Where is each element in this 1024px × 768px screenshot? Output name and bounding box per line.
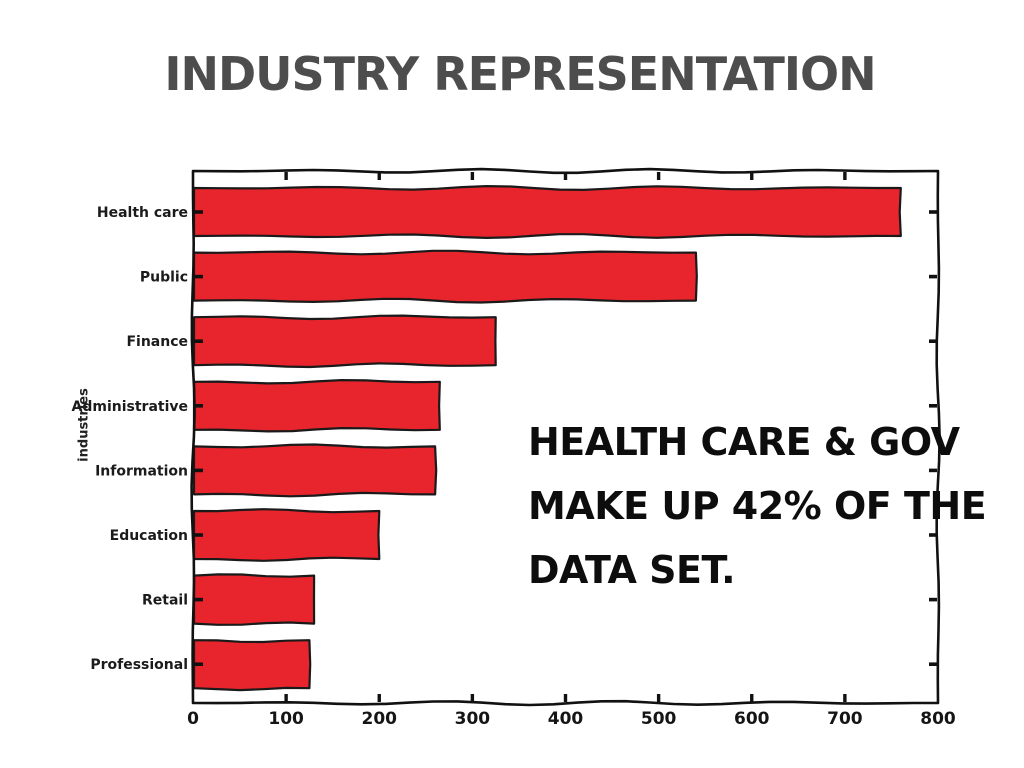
chart-title: INDUSTRY REPRESENTATION — [164, 47, 876, 101]
x-tick-label: 300 — [455, 709, 491, 729]
annotation-line: MAKE UP 42% OF THE — [528, 484, 987, 528]
x-tick-label: 500 — [641, 709, 677, 729]
bar-finance — [192, 314, 497, 369]
bar-retail — [192, 573, 316, 626]
annotation-line: DATA SET. — [528, 548, 736, 592]
x-tick-label: 800 — [920, 709, 956, 729]
x-tick-label: 200 — [362, 709, 398, 729]
bar-health-care — [192, 185, 902, 239]
x-tick-label: 100 — [268, 709, 304, 729]
x-tick-label: 400 — [548, 709, 584, 729]
y-tick-label: Education — [110, 528, 188, 544]
annotation: HEALTH CARE & GOV MAKE UP 42% OF THE DAT… — [528, 410, 987, 602]
y-tick-label: Finance — [126, 334, 188, 350]
y-tick-label: Information — [95, 463, 188, 479]
x-tick-label: 700 — [827, 709, 863, 729]
bar-education — [192, 508, 381, 562]
annotation-line: HEALTH CARE & GOV — [528, 420, 960, 464]
bar-public — [192, 249, 698, 304]
y-axis-label: industries — [76, 388, 92, 462]
bar-professional — [192, 639, 312, 692]
y-tick-label: Professional — [90, 657, 188, 673]
bar-information — [192, 443, 438, 498]
x-tick-label: 600 — [734, 709, 770, 729]
bar-administrative — [192, 379, 441, 433]
y-tick-label: Public — [140, 270, 188, 286]
plot-frame — [190, 167, 941, 707]
y-tick-label: Administrative — [72, 399, 189, 415]
y-tick-label: Health care — [97, 205, 188, 221]
y-tick-label: Retail — [142, 593, 188, 609]
x-tick-label: 0 — [187, 709, 199, 729]
